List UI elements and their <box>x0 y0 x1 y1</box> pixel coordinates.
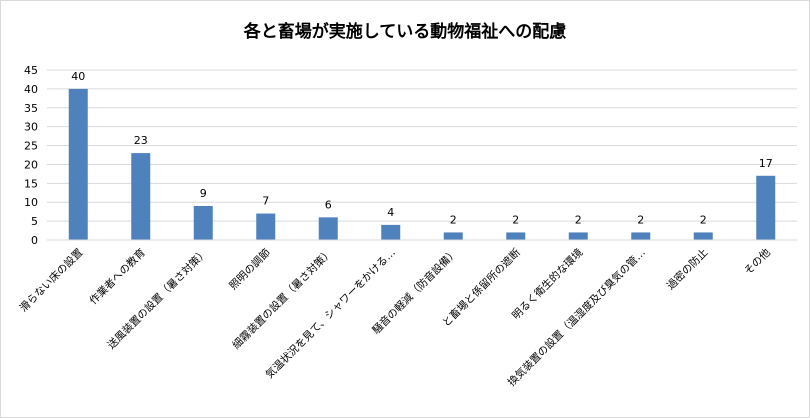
bar <box>568 232 588 240</box>
x-category-label: 過密の防止 <box>664 246 710 292</box>
x-category-label: 照明の調節 <box>227 246 273 292</box>
y-tick-label: 40 <box>24 83 38 96</box>
gridlines <box>47 69 797 222</box>
chart-title: 各と畜場が実施している動物福祉への配慮 <box>243 21 567 42</box>
data-label: 17 <box>759 157 773 170</box>
data-label: 2 <box>450 213 457 226</box>
x-category-label: 細霧装置の設置（暑さ対策） <box>230 246 336 352</box>
bars <box>68 88 776 240</box>
bar <box>68 88 88 240</box>
y-tick-label: 5 <box>31 215 38 228</box>
x-category-label: 作業者への教育 <box>87 246 148 307</box>
x-category-label: 送風装置の設置（暑さ対策） <box>105 246 211 352</box>
bar <box>193 206 213 240</box>
bar <box>131 153 151 240</box>
data-label: 2 <box>700 213 707 226</box>
bar <box>443 232 463 240</box>
bar <box>693 232 713 240</box>
data-label: 9 <box>200 187 207 200</box>
x-category-label: 換気装置の設置（温湿度及び臭気の管… <box>505 246 648 389</box>
y-tick-label: 30 <box>24 121 38 134</box>
y-tick-label: 10 <box>24 196 38 209</box>
bar <box>381 224 401 240</box>
data-label: 23 <box>134 134 148 147</box>
bar <box>318 217 338 240</box>
data-label: 2 <box>637 213 644 226</box>
x-category-label: その他 <box>741 246 773 278</box>
x-category-label: 滑らない床の設置 <box>17 246 86 315</box>
data-label: 6 <box>325 198 332 211</box>
y-axis-tick-labels: 0 5 10 15 20 25 30 35 40 45 <box>24 64 38 247</box>
y-tick-label: 20 <box>24 158 38 171</box>
bar <box>506 232 526 240</box>
y-tick-label: 15 <box>24 177 38 190</box>
bar <box>256 213 276 240</box>
data-label: 4 <box>387 206 394 219</box>
y-tick-label: 25 <box>24 140 38 153</box>
data-label: 2 <box>512 213 519 226</box>
y-tick-label: 35 <box>24 102 38 115</box>
data-label: 7 <box>262 195 269 208</box>
data-labels: 40 23 9 7 6 4 2 2 2 2 2 17 <box>71 70 773 227</box>
x-category-label: 明るく衛生的な環境 <box>509 246 585 322</box>
bar <box>756 175 776 240</box>
bar <box>631 232 651 240</box>
x-category-label: 気温状況を見て、シャワーをかける… <box>263 246 398 381</box>
data-label: 40 <box>71 70 85 83</box>
y-tick-label: 0 <box>31 234 38 247</box>
data-label: 2 <box>575 213 582 226</box>
y-tick-label: 45 <box>24 64 38 77</box>
